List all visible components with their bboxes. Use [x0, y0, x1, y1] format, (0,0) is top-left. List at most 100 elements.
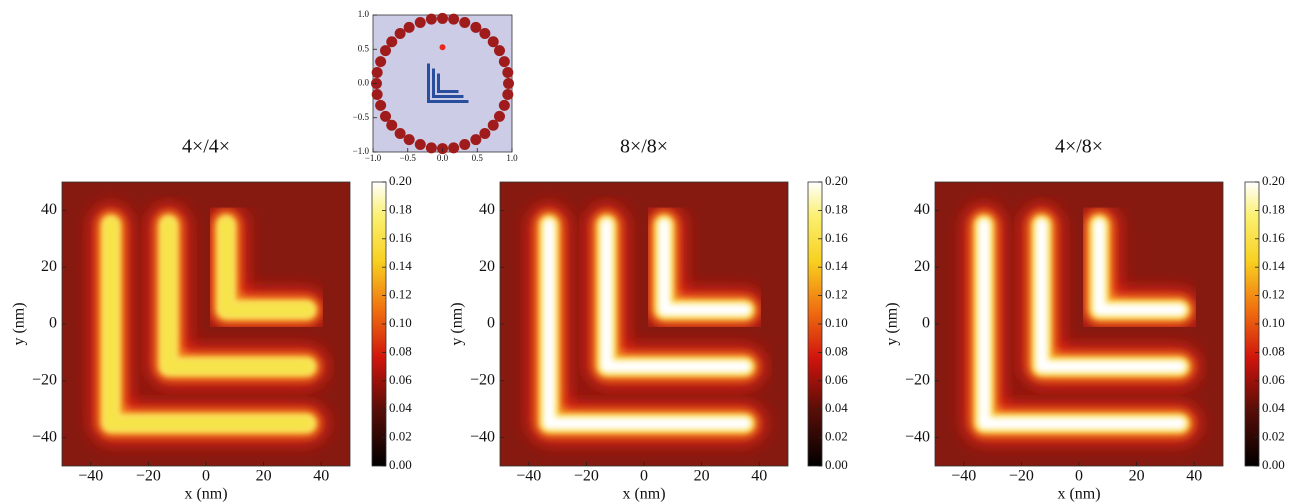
point	[371, 88, 383, 100]
x-tick-label: 40	[751, 468, 767, 485]
point	[371, 67, 383, 79]
point	[493, 110, 505, 122]
logo-stroke	[427, 63, 469, 103]
colorbar-tick-label: 0.04	[825, 400, 848, 415]
colorbar-tick-label: 0.20	[1262, 173, 1285, 188]
point	[425, 13, 437, 25]
chart-title: 4×/8×	[1055, 136, 1103, 158]
colorbar-tick-label: 0.04	[1262, 400, 1285, 415]
colorbar-tick-label: 0.06	[825, 372, 848, 387]
x-tick-label: −40	[516, 468, 541, 485]
point	[448, 142, 460, 154]
logo-stroke	[432, 68, 464, 98]
colorbar-tick-label: 0.00	[825, 457, 848, 472]
point	[394, 128, 406, 140]
x-tick-label: −20	[136, 468, 161, 485]
point	[414, 17, 426, 29]
x-tick-label: −40	[78, 468, 103, 485]
x-axis-label: x (nm)	[184, 486, 227, 503]
x-tick-label: 20	[256, 468, 272, 485]
logo-stroke	[437, 73, 459, 93]
colorbar-tick-label: 0.18	[389, 201, 412, 216]
y-tick-label: 0	[49, 315, 57, 332]
pattern-glow	[162, 218, 313, 373]
y-tick-label: 0.0	[358, 78, 370, 88]
pattern-glow	[220, 218, 313, 316]
point	[502, 88, 514, 100]
y-tick-label: 20	[41, 258, 57, 275]
point	[425, 142, 437, 154]
point	[448, 13, 460, 25]
x-tick-label: 40	[313, 468, 329, 485]
point	[375, 56, 387, 68]
point	[386, 119, 398, 131]
y-tick-label: 0	[487, 315, 495, 332]
point	[459, 138, 471, 150]
point	[380, 110, 392, 122]
y-tick-label: 20	[914, 258, 930, 275]
y-tick-label: 1.0	[358, 9, 370, 19]
x-tick-label: 0.5	[472, 153, 484, 163]
point	[439, 44, 446, 51]
colorbar-tick-label: 0.10	[825, 315, 848, 330]
x-tick-label: −0.5	[400, 153, 417, 163]
point	[479, 128, 491, 140]
point	[386, 36, 398, 48]
heatmap-image	[500, 182, 788, 466]
y-axis-label: y (nm)	[884, 302, 901, 345]
point	[479, 27, 491, 39]
pattern-glow	[977, 218, 1186, 430]
point	[502, 67, 514, 79]
y-tick-label: −20	[32, 371, 57, 388]
point	[487, 119, 499, 131]
x-tick-label: 20	[694, 468, 710, 485]
y-tick-label: 0.5	[358, 43, 370, 53]
colorbar-tick-label: 0.02	[389, 429, 412, 444]
point	[493, 45, 505, 57]
y-tick-label: −40	[32, 428, 57, 445]
y-axis-label: y (nm)	[449, 302, 466, 345]
y-tick-label: −40	[470, 428, 495, 445]
x-tick-label: 40	[1186, 468, 1202, 485]
colorbar-tick-label: 0.00	[1262, 457, 1285, 472]
x-tick-label: 1.0	[506, 153, 518, 163]
colorbar-tick-label: 0.10	[389, 315, 412, 330]
y-tick-label: −20	[470, 371, 495, 388]
x-tick-label: −40	[951, 468, 976, 485]
colorbar-tick-label: 0.08	[1262, 343, 1285, 358]
x-tick-label: −20	[1009, 468, 1034, 485]
y-tick-label: 40	[914, 201, 930, 218]
x-tick-label: −20	[574, 468, 599, 485]
heatmap-image	[62, 182, 350, 466]
point	[403, 21, 415, 33]
x-tick-label: 0.0	[437, 153, 449, 163]
y-tick-label: 0	[922, 315, 930, 332]
x-axis-label: x (nm)	[1057, 486, 1100, 503]
colorbar-tick-label: 0.02	[1262, 429, 1285, 444]
y-tick-label: 40	[479, 201, 495, 218]
point	[375, 99, 387, 111]
colorbar-tick-label: 0.18	[825, 201, 848, 216]
point	[414, 138, 426, 150]
point	[380, 45, 392, 57]
colorbar-tick-label: 0.14	[389, 258, 412, 273]
colorbar-tick-label: 0.06	[389, 372, 412, 387]
x-tick-label: −1.0	[365, 153, 382, 163]
pattern-glow	[1035, 218, 1186, 373]
pattern-glow	[600, 218, 751, 373]
colorbar-tick-label: 0.18	[1262, 201, 1285, 216]
colorbar-tick-label: 0.06	[1262, 372, 1285, 387]
colorbar-tick-label: 0.12	[825, 287, 848, 302]
y-tick-label: 20	[479, 258, 495, 275]
chart-title: 8×/8×	[620, 136, 668, 158]
x-tick-label: 0	[202, 468, 210, 485]
colorbar-tick-label: 0.08	[389, 343, 412, 358]
y-axis-label: y (nm)	[11, 302, 28, 345]
pattern-glow	[658, 218, 751, 316]
colorbar-tick-label: 0.20	[825, 173, 848, 188]
chart-title: 4×/4×	[182, 136, 230, 158]
colorbar-tick-label: 0.16	[1262, 230, 1285, 245]
y-tick-label: −40	[905, 428, 930, 445]
point	[437, 12, 448, 24]
heatmap-image	[935, 182, 1223, 466]
